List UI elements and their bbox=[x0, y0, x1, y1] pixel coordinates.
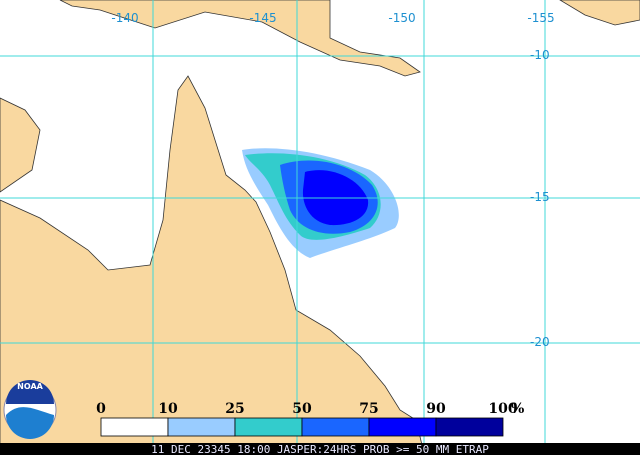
legend-swatch bbox=[100, 417, 169, 437]
latitude-label: -10 bbox=[530, 48, 550, 62]
land bbox=[559, 0, 640, 26]
legend-label: 50 bbox=[292, 401, 312, 417]
legend-swatch bbox=[301, 417, 370, 437]
land bbox=[59, 0, 421, 77]
legend-swatch bbox=[234, 417, 303, 437]
footer: 11 DEC 23345 18:00 JASPER:24HRS PROB >= … bbox=[151, 443, 489, 455]
legend-swatch bbox=[167, 417, 236, 437]
graticule bbox=[0, 0, 640, 443]
legend-unit: % bbox=[511, 401, 524, 417]
longitude-label: -145 bbox=[249, 11, 276, 25]
rainfall-probability bbox=[242, 148, 399, 258]
legend-label: 100 bbox=[488, 401, 517, 417]
legend-label: 25 bbox=[225, 401, 244, 417]
legend-label: 90 bbox=[426, 401, 446, 417]
legend-label: 75 bbox=[359, 401, 378, 417]
latitude-label: -15 bbox=[530, 190, 550, 204]
latitude-label: -20 bbox=[530, 335, 550, 349]
land bbox=[0, 97, 41, 193]
land bbox=[0, 75, 423, 446]
footer-bar bbox=[0, 443, 640, 455]
longitude-label: -150 bbox=[388, 11, 415, 25]
legend-swatch bbox=[368, 417, 437, 437]
legend-label: 0 bbox=[96, 401, 106, 417]
logo-text: NOAA bbox=[17, 382, 43, 391]
longitude-label: -140 bbox=[111, 11, 138, 25]
longitude-label: -155 bbox=[527, 11, 554, 25]
noaa-logo: NOAA bbox=[3, 380, 57, 439]
legend-swatch bbox=[435, 417, 504, 437]
legend-label: 10 bbox=[158, 401, 178, 417]
